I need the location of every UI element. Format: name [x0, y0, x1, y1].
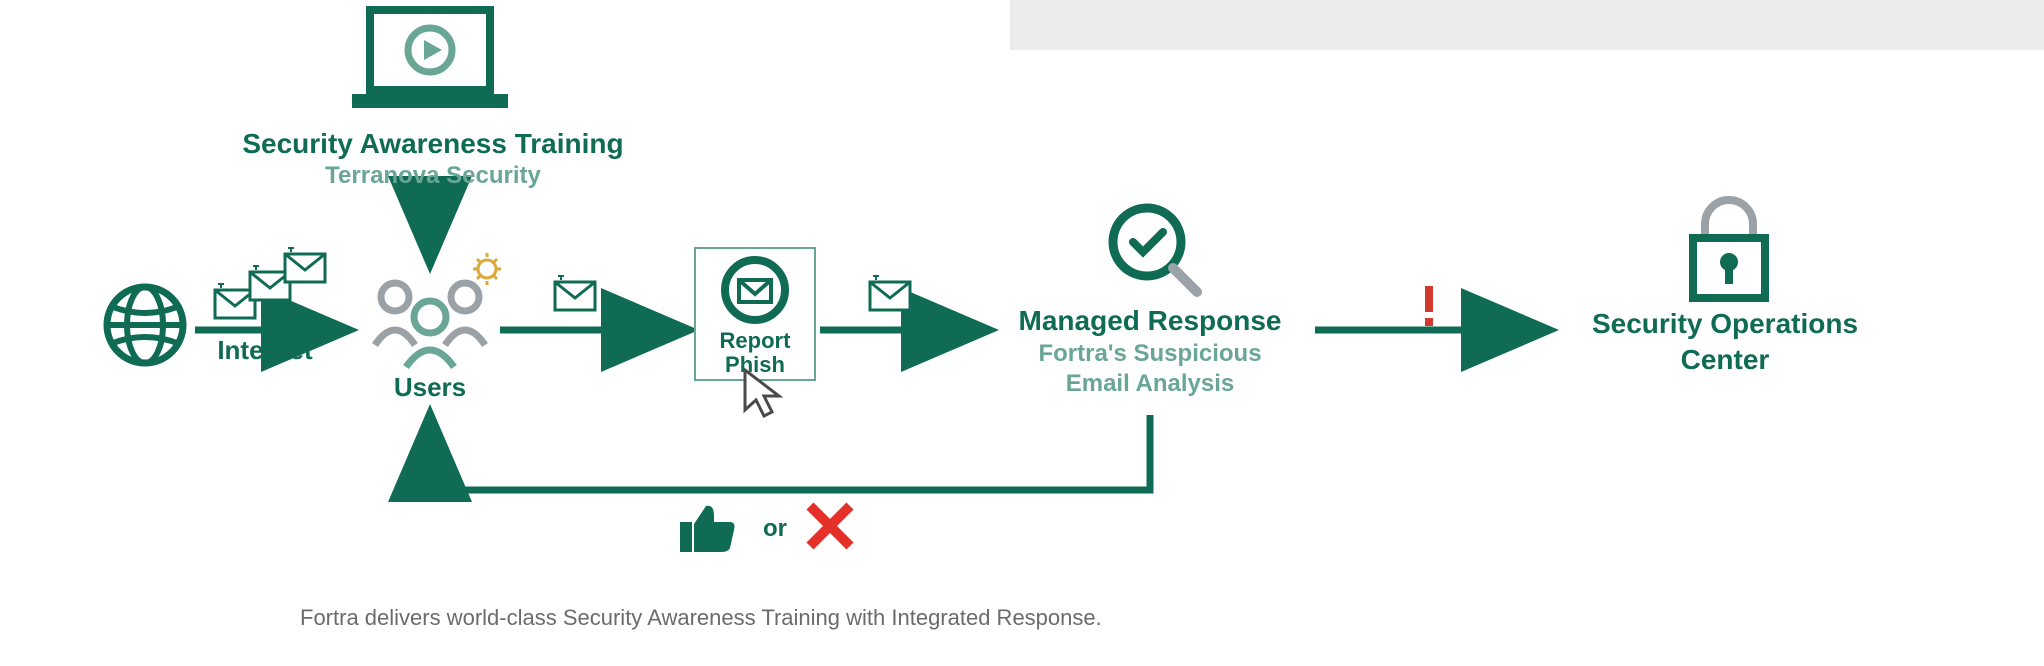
users-icon: [375, 283, 485, 367]
check-magnifier-icon: [1113, 208, 1197, 292]
training-subtitle: Terranova Security: [208, 162, 658, 190]
envelope-stair-icon: [215, 248, 325, 318]
report-phish-subtitle: Phish: [695, 352, 815, 378]
feedback-loop-arrow: [430, 415, 1150, 490]
managed-sub1: Fortra's Suspicious: [990, 340, 1310, 368]
lock-icon: [1693, 200, 1765, 298]
report-phish-title: Report: [695, 328, 815, 354]
soc-title-1: Security Operations: [1560, 308, 1890, 340]
managed-sub2: Email Analysis: [990, 370, 1310, 398]
users-label: Users: [360, 372, 500, 403]
envelope-icon: [870, 276, 910, 310]
laptop-play-icon: [352, 10, 508, 108]
alert-icon: [1425, 286, 1433, 326]
or-label: or: [755, 515, 795, 543]
training-title: Security Awareness Training: [208, 128, 658, 160]
thumbs-up-icon: [680, 506, 735, 552]
managed-title: Managed Response: [990, 305, 1310, 337]
globe-icon: [107, 287, 183, 363]
cross-icon: [810, 506, 850, 546]
diagram-stage: Security Awareness Training Terranova Se…: [0, 0, 2044, 666]
envelope-icon: [555, 276, 595, 310]
lightbulb-icon: [473, 253, 501, 285]
diagram-caption: Fortra delivers world-class Security Awa…: [300, 605, 1102, 631]
soc-title-2: Center: [1560, 344, 1890, 376]
internet-label: Internet: [195, 335, 335, 366]
